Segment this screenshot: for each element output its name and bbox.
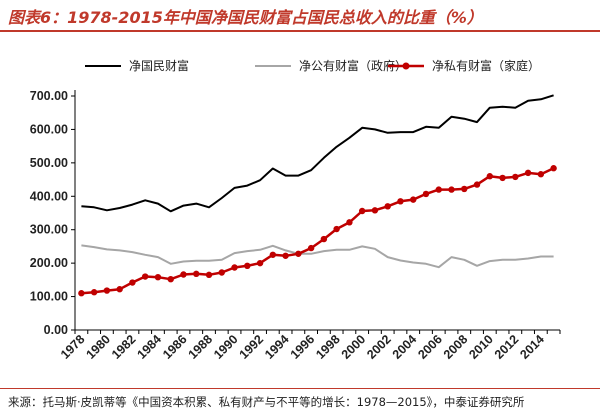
data-point [358,207,366,215]
data-point [295,250,302,257]
legend-marker [402,62,410,70]
title-divider [0,30,600,32]
data-point [333,225,340,233]
series-line-1 [81,244,554,269]
line-chart: 净国民财富 净公有财富（政府） 净私有财富（家庭） 0.00 100.00 200.00… [30,58,561,362]
x-tick-label: 2012 [492,332,522,362]
plot-area [78,94,557,297]
source-divider [0,388,600,389]
data-point [410,196,417,203]
y-tick-label: 400.00 [30,189,68,203]
data-point [205,271,213,279]
data-point [550,165,557,172]
legend-label-1: 净公有财富（政府） [299,58,407,73]
data-point [512,173,519,181]
x-tick-label: 1998 [313,332,343,362]
data-point [141,273,149,280]
y-tick-label: 200.00 [30,256,68,270]
data-point [154,273,162,281]
data-point [486,173,494,180]
x-tick-label: 1996 [288,332,318,362]
y-tick-label: 100.00 [30,290,68,304]
x-tick-label: 2014 [517,332,547,362]
data-point [346,219,353,226]
data-point [256,259,264,267]
data-point [397,198,404,205]
x-tick-label: 2004 [390,332,420,362]
legend: 净国民财富 净公有财富（政府） 净私有财富（家庭） [85,58,540,73]
data-point [524,169,532,177]
data-point [448,186,455,193]
x-tick-label: 2002 [364,332,394,362]
x-tick-label: 2000 [339,332,369,362]
x-tick-label: 1988 [186,332,216,362]
data-point [320,235,328,243]
data-point [180,271,187,278]
axes: 0.00 100.00 200.00 300.00 400.00 500.00 600.00… [30,89,561,362]
data-point [537,171,545,178]
legend-label-0: 净国民财富 [129,58,189,73]
x-tick-label: 1984 [135,332,165,362]
source-note: 来源：托马斯·皮凯蒂等《中国资本积累、私有财产与不平等的增长：1978—2015… [8,395,525,409]
legend-label-2: 净私有财富（家庭） [432,58,540,73]
y-tick-label: 500.00 [30,156,68,170]
data-point [78,290,85,297]
data-point [422,190,430,198]
chart-title: 图表6：1978-2015年中国净国民财富占国民总收入的比重（%） [8,8,483,27]
data-point [282,252,289,259]
data-point [167,275,174,283]
data-point [473,181,481,188]
data-point [193,270,200,278]
x-tick-label: 2006 [415,332,445,362]
data-point [231,264,238,271]
x-tick-label: 2008 [441,332,471,362]
data-point [269,251,277,258]
data-point [218,269,225,276]
data-point [116,286,123,293]
x-tick-label: 1994 [262,332,292,362]
y-tick-label: 0.00 [44,323,68,337]
x-tick-label: 1986 [160,332,190,362]
data-point [244,262,251,270]
title-bar: 图表6：1978-2015年中国净国民财富占国民总收入的比重（%） [0,0,600,32]
data-point [384,203,391,210]
x-tick-label: 1990 [211,332,241,362]
y-tick-label: 700.00 [30,89,68,103]
data-point [103,287,111,294]
y-tick-label: 300.00 [30,223,68,237]
data-point [461,185,468,193]
data-point [435,186,442,193]
series-line-2 [81,167,555,295]
data-point [307,244,315,252]
x-tick-label: 2010 [466,332,496,362]
data-point [129,279,136,286]
x-tick-label: 1982 [109,332,139,362]
data-point [499,174,506,182]
series-line-0 [81,94,554,213]
x-tick-label: 1980 [83,332,113,362]
x-tick-label: 1992 [237,332,267,362]
data-point [371,207,379,214]
data-point [90,289,98,296]
y-tick-label: 600.00 [30,122,68,136]
